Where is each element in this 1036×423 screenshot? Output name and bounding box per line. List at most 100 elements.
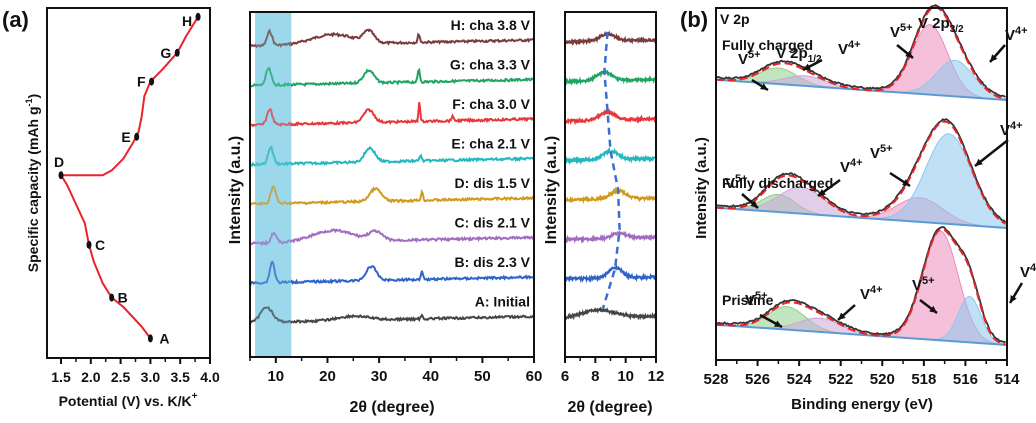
inset-series-0 bbox=[564, 30, 657, 47]
xps-state-label-sup: 4+ bbox=[1015, 25, 1028, 37]
xps-spectrum-name: Fully discharged bbox=[722, 175, 833, 191]
peak-label-v2p-3-2: V 2p3/2 bbox=[918, 15, 964, 35]
arrow-head-icon bbox=[929, 305, 937, 313]
xps-state-label-sup: 5+ bbox=[755, 290, 768, 302]
panel-a-frame bbox=[46, 7, 211, 359]
xrd-series-2 bbox=[249, 102, 535, 128]
panel-a-ylabel-unit: (mAh g bbox=[25, 106, 41, 154]
panel-a-xlabel-text: Potential (V) vs. K/K bbox=[59, 393, 192, 409]
state-label-c: C bbox=[95, 237, 105, 253]
xps-state-label-base: V bbox=[840, 159, 850, 176]
xrd-series-label: A: Initial bbox=[475, 294, 530, 310]
xps-state-label: V5+ bbox=[912, 275, 935, 294]
x-tick-label: 10 bbox=[267, 368, 284, 385]
xrd-series-1 bbox=[249, 67, 535, 88]
panel-a-label: (a) bbox=[2, 7, 29, 32]
xps-spectrum-name: Fully charged bbox=[722, 37, 813, 53]
panel-xrd-frame bbox=[249, 11, 535, 358]
xps-state-label-sup: 5+ bbox=[900, 22, 913, 34]
inset-series-5 bbox=[564, 229, 657, 244]
xrd-series-5 bbox=[249, 228, 534, 247]
xrd-series-label: D: dis 1.5 V bbox=[455, 175, 531, 191]
x-tick-label: 60 bbox=[526, 368, 543, 385]
xps-state-label-sup: 4+ bbox=[870, 284, 883, 296]
panel-a: (a) A B C D E FGH 1.5 2.0 2.5 3.0 3.5 4.0 Potentia… bbox=[2, 7, 220, 409]
state-label-e: E bbox=[121, 129, 130, 145]
x-tick-label: 12 bbox=[648, 368, 665, 385]
x-tick-label: 3.5 bbox=[170, 369, 190, 385]
x-tick-label: 516 bbox=[953, 371, 978, 388]
x-tick-label: 40 bbox=[422, 368, 439, 385]
panel-xrd: H: cha 3.8 V G: cha 3.3 V F: cha 3.0 V E: c… bbox=[227, 11, 543, 416]
state-label-a: A bbox=[159, 330, 169, 346]
xps-state-label-base: V bbox=[838, 41, 848, 58]
xps-state-label-base: V bbox=[1005, 27, 1015, 44]
x-tick-label: 50 bbox=[474, 368, 491, 385]
xps-state-label: V5+ bbox=[725, 173, 748, 192]
xrd-series-label: B: dis 2.3 V bbox=[455, 254, 531, 270]
xps-state-label: V4+ bbox=[1000, 120, 1023, 139]
panel-xrd-xlabel: 2θ (degree) bbox=[349, 399, 434, 416]
peak-label-v2p-half: V 2p1/2 bbox=[776, 45, 822, 65]
x-tick-label: 8 bbox=[591, 368, 599, 385]
panel-xrd-inset-plot-area bbox=[564, 30, 657, 321]
xps-state-label: V5+ bbox=[738, 49, 761, 68]
x-tick-label: 1.5 bbox=[51, 369, 71, 385]
peak-shift-guide-line bbox=[601, 31, 621, 309]
peak-label-sub: 1/2 bbox=[808, 54, 822, 65]
xrd-series-label: H: cha 3.8 V bbox=[451, 17, 531, 33]
panel-a-ylabel-unit-sup: -1 bbox=[24, 98, 34, 106]
panel-a-xlabel-sup: + bbox=[192, 391, 198, 402]
inset-series-4 bbox=[564, 186, 657, 205]
x-tick-label: 528 bbox=[703, 371, 728, 388]
x-tick-label: 2.0 bbox=[81, 369, 101, 385]
panel-xrd-ylabel: Intensity (a.u.) bbox=[227, 136, 244, 244]
xps-state-label: V5+ bbox=[745, 290, 768, 309]
x-tick-label: 20 bbox=[319, 368, 336, 385]
highlight-band bbox=[255, 13, 292, 356]
xps-state-label-base: V bbox=[870, 145, 880, 162]
inset-series-1 bbox=[564, 69, 657, 86]
arrow-head-icon bbox=[774, 320, 782, 327]
inset-series-7 bbox=[564, 306, 657, 321]
panel-b-xlabel: Binding energy (eV) bbox=[791, 396, 933, 413]
xps-state-label-base: V bbox=[738, 51, 748, 68]
xps-baseline bbox=[715, 206, 1008, 229]
state-label-g: G bbox=[160, 45, 171, 61]
xps-state-label-sup: 5+ bbox=[880, 143, 893, 155]
arrow-head-icon bbox=[818, 188, 826, 196]
state-point-a bbox=[147, 334, 153, 343]
panel-xrd-inset-ylabel: Intensity (a.u.) bbox=[543, 136, 560, 244]
state-point-h bbox=[195, 12, 201, 21]
state-label-b: B bbox=[118, 290, 128, 306]
x-tick-label: 3.0 bbox=[141, 369, 161, 385]
panel-xrd-inset-frame bbox=[564, 11, 657, 358]
xps-fit-envelope bbox=[716, 120, 1006, 225]
panel-xrd-plot-area: H: cha 3.8 V G: cha 3.3 V F: cha 3.0 V E: c… bbox=[249, 13, 535, 356]
xps-state-label: V4+ bbox=[838, 39, 861, 58]
x-tick-label: 6 bbox=[561, 368, 569, 385]
xps-state-label-sup: 5+ bbox=[922, 275, 935, 287]
panel-a-xlabel: Potential (V) vs. K/K+ bbox=[59, 391, 198, 409]
xrd-series-4 bbox=[249, 184, 535, 207]
arrow-head-icon bbox=[1010, 295, 1017, 303]
x-tick-label: 518 bbox=[911, 371, 936, 388]
panel-xrd-x-ticks: 10 20 30 40 50 60 bbox=[249, 357, 543, 385]
x-tick-label: 520 bbox=[870, 371, 895, 388]
panel-xrd-inset-xlabel: 2θ (degree) bbox=[567, 399, 652, 416]
arrow-head-icon bbox=[750, 200, 758, 208]
xrd-series-label: E: cha 2.1 V bbox=[451, 136, 530, 152]
panel-a-ylabel-text: Specific capacity bbox=[25, 158, 41, 272]
panel-a-ylabel: Specific capacity (mAh g-1) bbox=[24, 94, 41, 272]
inset-series-6 bbox=[564, 263, 657, 284]
xps-spectrum-name: Pristine bbox=[722, 292, 774, 308]
xps-state-label-base: V bbox=[745, 292, 755, 309]
state-label-d: D bbox=[54, 154, 64, 170]
arrow-head-icon bbox=[975, 158, 983, 166]
arrow-head-icon bbox=[902, 179, 910, 186]
state-point-d bbox=[58, 171, 64, 180]
x-tick-label: 526 bbox=[745, 371, 770, 388]
xps-raw-data bbox=[715, 226, 1006, 344]
xps-state-label-sup: 5+ bbox=[735, 173, 748, 185]
